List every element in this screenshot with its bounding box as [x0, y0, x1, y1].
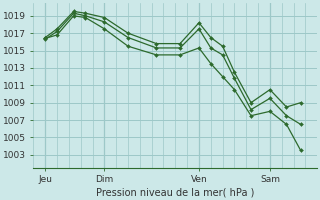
X-axis label: Pression niveau de la mer( hPa ): Pression niveau de la mer( hPa ) — [96, 187, 254, 197]
